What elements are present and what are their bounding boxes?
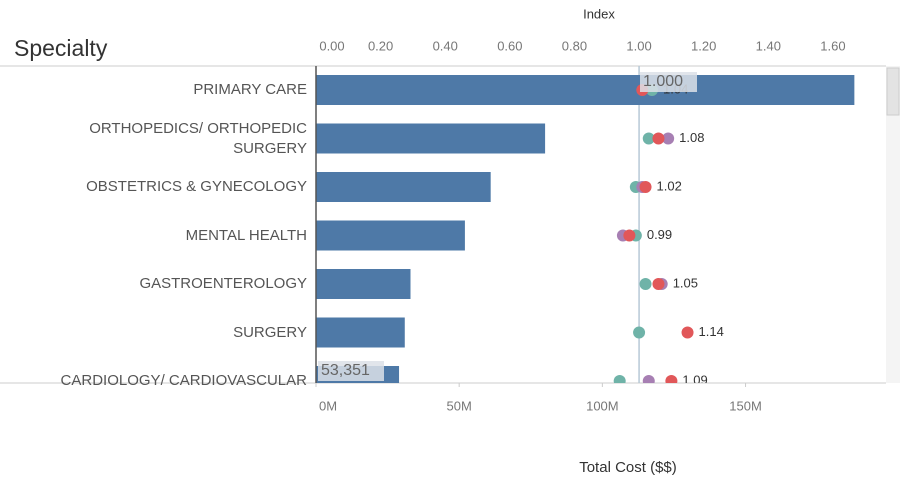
bar xyxy=(316,75,855,105)
annotation-box xyxy=(318,361,384,381)
index-label: 1.02 xyxy=(657,178,682,193)
x-tick-label: 100M xyxy=(586,398,619,413)
index-label: 1.09 xyxy=(682,372,707,387)
index-dot xyxy=(639,278,652,290)
top-tick-label: 1.40 xyxy=(756,38,781,53)
top-tick-label: 0.20 xyxy=(368,38,393,53)
chart-title: Specialty xyxy=(14,35,108,61)
scrollbar-track[interactable] xyxy=(886,66,900,383)
bar xyxy=(316,269,411,299)
index-dot xyxy=(633,326,646,339)
index-label: 1.08 xyxy=(679,130,704,145)
top-tick-label: 0.80 xyxy=(562,38,587,53)
index-dot xyxy=(639,181,652,193)
index-dot xyxy=(652,278,665,290)
index-dot xyxy=(642,132,655,145)
top-axis-title: Index xyxy=(583,6,615,21)
category-label: OBSTETRICS & GYNECOLOGY xyxy=(86,178,307,195)
top-tick-label: 1.00 xyxy=(626,38,651,53)
x-tick-label: 50M xyxy=(447,398,472,413)
top-tick-label: 1.20 xyxy=(691,38,716,53)
top-tick-label: 0.60 xyxy=(497,38,522,53)
top-tick-label: 1.60 xyxy=(820,38,845,53)
category-label: ORTHOPEDICS/ ORTHOPEDIC SURGERY xyxy=(89,119,307,157)
x-tick-label: 0M xyxy=(319,398,337,413)
index-dot xyxy=(681,326,694,339)
annotation: 53,351 xyxy=(321,362,370,379)
category-label: SURGERY xyxy=(233,323,307,341)
bottom-axis-title: Total Cost ($$) xyxy=(579,459,677,476)
index-label: 1.05 xyxy=(673,275,698,290)
scrollbar-thumb[interactable] xyxy=(886,67,900,116)
index-label: 0.99 xyxy=(647,227,672,242)
plot-area: 1.041.081.020.991.051.141.09 xyxy=(316,66,855,387)
top-tick-label: 0.00 xyxy=(319,38,344,53)
index-dot xyxy=(642,375,655,383)
category-label: MENTAL HEALTH xyxy=(185,226,307,244)
top-tick-label: 0.40 xyxy=(433,38,458,53)
annotation-box xyxy=(640,72,697,92)
bar xyxy=(316,123,546,154)
index-dot xyxy=(665,375,678,383)
bar xyxy=(316,317,405,348)
index-dot xyxy=(662,132,675,145)
category-label: GASTROENTEROLOGY xyxy=(139,275,307,292)
bar xyxy=(316,220,465,251)
category-label: PRIMARY CARE xyxy=(193,81,307,98)
index-dot xyxy=(623,229,636,242)
index-label: 1.14 xyxy=(699,324,724,339)
index-dot xyxy=(652,132,665,145)
category-label: CARDIOLOGY/ CARDIOVASCULAR xyxy=(60,372,307,389)
x-tick-label: 150M xyxy=(729,398,762,413)
index-dot xyxy=(613,375,626,383)
annotation: 1.000 xyxy=(643,73,683,90)
bar xyxy=(316,172,491,202)
